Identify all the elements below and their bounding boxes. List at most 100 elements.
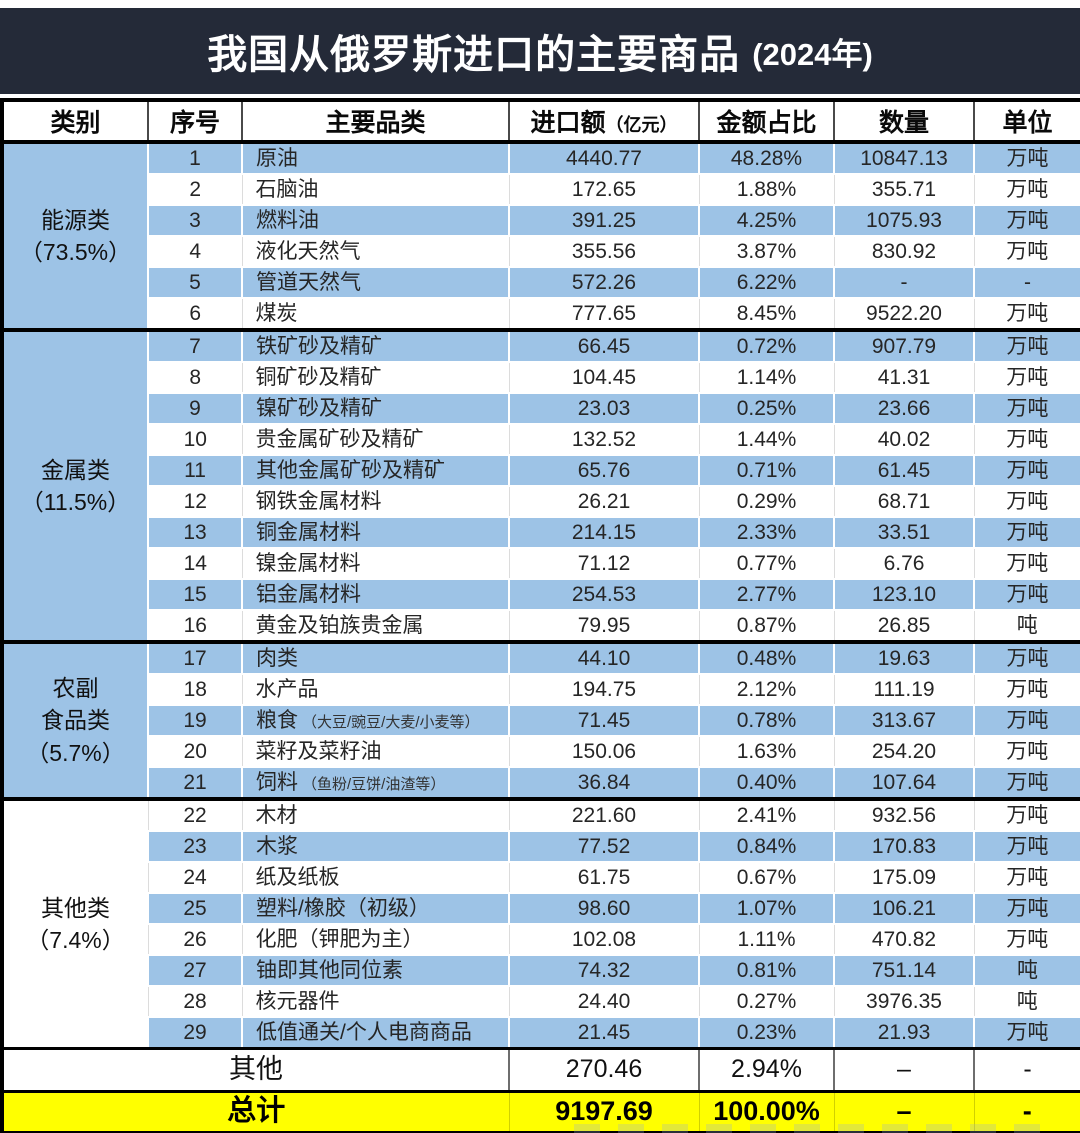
row-share: 0.40% [698, 766, 835, 800]
category-label-line: （11.5%） [20, 489, 131, 515]
row-qty: 123.10 [833, 578, 975, 611]
row-share: 1.07% [698, 892, 835, 925]
row-qty: 3976.35 [833, 985, 975, 1018]
row-qty: 26.85 [833, 609, 975, 643]
table-row: 15 铝金属材料 254.53 2.77% 123.10 万吨 [2, 578, 1080, 611]
row-unit: 万吨 [973, 547, 1080, 580]
row-unit: 万吨 [973, 798, 1080, 832]
row-seq: 21 [147, 766, 243, 800]
row-qty: 470.82 [833, 923, 975, 956]
row-share: 0.72% [698, 329, 835, 363]
row-amount: 150.06 [508, 735, 700, 768]
row-amount: 26.21 [508, 485, 700, 518]
row-qty: 1075.93 [833, 204, 975, 237]
row-name-text: 液化天然气 [255, 239, 361, 263]
row-share: 2.12% [698, 673, 835, 706]
row-name-text: 木浆 [256, 834, 298, 858]
table-row: 金属类 （11.5%） 7 铁矿砂及精矿 66.45 0.72% 907.79 万吨 [1, 329, 1080, 643]
imports-table: 类别 序号 主要品类 进口额（亿元） 金额占比 数量 单位 能源类 （73.5%）… [0, 98, 1080, 1133]
category-label-line: （7.4%） [26, 927, 125, 953]
col-header-share: 金额占比 [698, 100, 834, 142]
row-unit: 吨 [973, 609, 1080, 643]
row-name: 燃料油 [241, 204, 510, 237]
table-row: 8 铜矿砂及精矿 104.45 1.14% 41.31 万吨 [2, 361, 1080, 394]
table-row: 29 低值通关/个人电商商品 21.45 0.23% 21.93 万吨 [2, 1016, 1080, 1050]
row-amount: 102.08 [508, 923, 700, 956]
row-amount: 77.52 [508, 830, 700, 863]
table-row: 23 木浆 77.52 0.84% 170.83 万吨 [2, 830, 1080, 863]
row-name: 水产品 [241, 673, 510, 706]
row-amount: 44.10 [508, 641, 700, 675]
row-seq: 19 [147, 704, 243, 737]
row-qty: 170.83 [833, 830, 975, 863]
row-qty: 175.09 [833, 861, 975, 894]
table-row: 12 钢铁金属材料 26.21 0.29% 68.71 万吨 [2, 485, 1080, 518]
row-name-text: 贵金属矿砂及精矿 [255, 427, 424, 451]
row-unit: 万吨 [973, 141, 1080, 175]
table-row-total: 总计 9197.69 100.00% – - [2, 1091, 1080, 1133]
row-qty: 111.19 [833, 673, 975, 706]
total-unit: - [973, 1091, 1080, 1133]
row-amount: 4440.77 [508, 141, 700, 175]
category-cell: 其他类 （7.4%） [1, 798, 149, 1049]
row-share: 4.25% [698, 204, 835, 237]
row-name-text: 粮食 [256, 708, 298, 732]
row-seq: 12 [147, 485, 243, 518]
table-row: 14 镍金属材料 71.12 0.77% 6.76 万吨 [2, 547, 1080, 580]
row-name: 纸及纸板 [241, 861, 510, 894]
row-name-text: 煤炭 [255, 301, 298, 325]
row-share: 0.71% [698, 454, 835, 487]
row-unit: 万吨 [973, 454, 1080, 487]
row-amount: 61.75 [508, 861, 700, 894]
row-unit: 万吨 [973, 204, 1080, 237]
category-cell: 金属类 （11.5%） [1, 329, 149, 643]
row-name: 黄金及铂族贵金属 [241, 609, 510, 643]
row-unit: 万吨 [973, 329, 1080, 363]
col-header-name: 主要品类 [241, 100, 509, 142]
row-name: 镍矿砂及精矿 [241, 392, 510, 425]
row-name: 铀即其他同位素 [241, 954, 510, 987]
row-qty: 830.92 [833, 235, 975, 268]
row-share: 0.23% [698, 1016, 835, 1050]
row-seq: 15 [147, 578, 243, 611]
row-seq: 9 [147, 392, 243, 425]
category-label-line: 食品类 [41, 707, 110, 734]
row-amount: 65.76 [508, 454, 700, 487]
row-unit: - [973, 266, 1080, 299]
row-name-text: 木材 [255, 803, 298, 827]
row-qty: 10847.13 [833, 141, 975, 175]
row-unit: 万吨 [973, 516, 1080, 549]
row-name-text: 黄金及铂族贵金属 [255, 613, 424, 637]
row-name-text: 肉类 [256, 646, 298, 670]
row-amount: 172.65 [508, 173, 700, 206]
row-unit: 万吨 [973, 830, 1080, 863]
page-title: 我国从俄罗斯进口的主要商品 [207, 33, 741, 77]
row-seq: 25 [147, 892, 243, 925]
row-qty: 19.63 [833, 641, 975, 675]
row-share: 1.63% [698, 735, 835, 768]
section-group-2: 农副 食品类 （5.7%） 17 肉类 44.10 0.48% 19.63 万吨 18 水产品 194… [1, 641, 1080, 800]
row-qty: 33.51 [833, 516, 975, 549]
row-name: 石脑油 [241, 173, 510, 206]
row-share: 0.67% [698, 861, 835, 894]
row-name-text: 镍矿砂及精矿 [256, 396, 382, 420]
table-row: 4 液化天然气 355.56 3.87% 830.92 万吨 [2, 235, 1080, 268]
row-name-text: 其他金属矿砂及精矿 [256, 458, 445, 482]
row-name-text: 铜金属材料 [256, 520, 361, 544]
row-name-text: 管道天然气 [256, 270, 361, 294]
row-name: 木材 [241, 798, 510, 832]
row-name: 钢铁金属材料 [241, 485, 510, 518]
row-qty: 106.21 [833, 892, 975, 925]
footer-rows: 其他 270.46 2.94% – - 总计 9197.69 100.00% –… [2, 1048, 1080, 1133]
row-name: 铁矿砂及精矿 [241, 329, 510, 363]
page-title-year: (2024年) [752, 36, 873, 72]
row-name: 液化天然气 [241, 235, 510, 268]
row-name: 塑料/橡胶（初级） [241, 892, 510, 925]
row-name-text: 燃料油 [256, 208, 319, 232]
row-qty: 6.76 [833, 547, 975, 580]
row-qty: 23.66 [833, 392, 975, 425]
title-band: 我国从俄罗斯进口的主要商品 (2024年) [0, 8, 1080, 94]
row-amount: 221.60 [508, 798, 700, 832]
row-name-text: 原油 [256, 146, 298, 170]
table-row: 21 饲料 （鱼粉/豆饼/油渣等） 36.84 0.40% 107.64 万吨 [2, 766, 1080, 800]
